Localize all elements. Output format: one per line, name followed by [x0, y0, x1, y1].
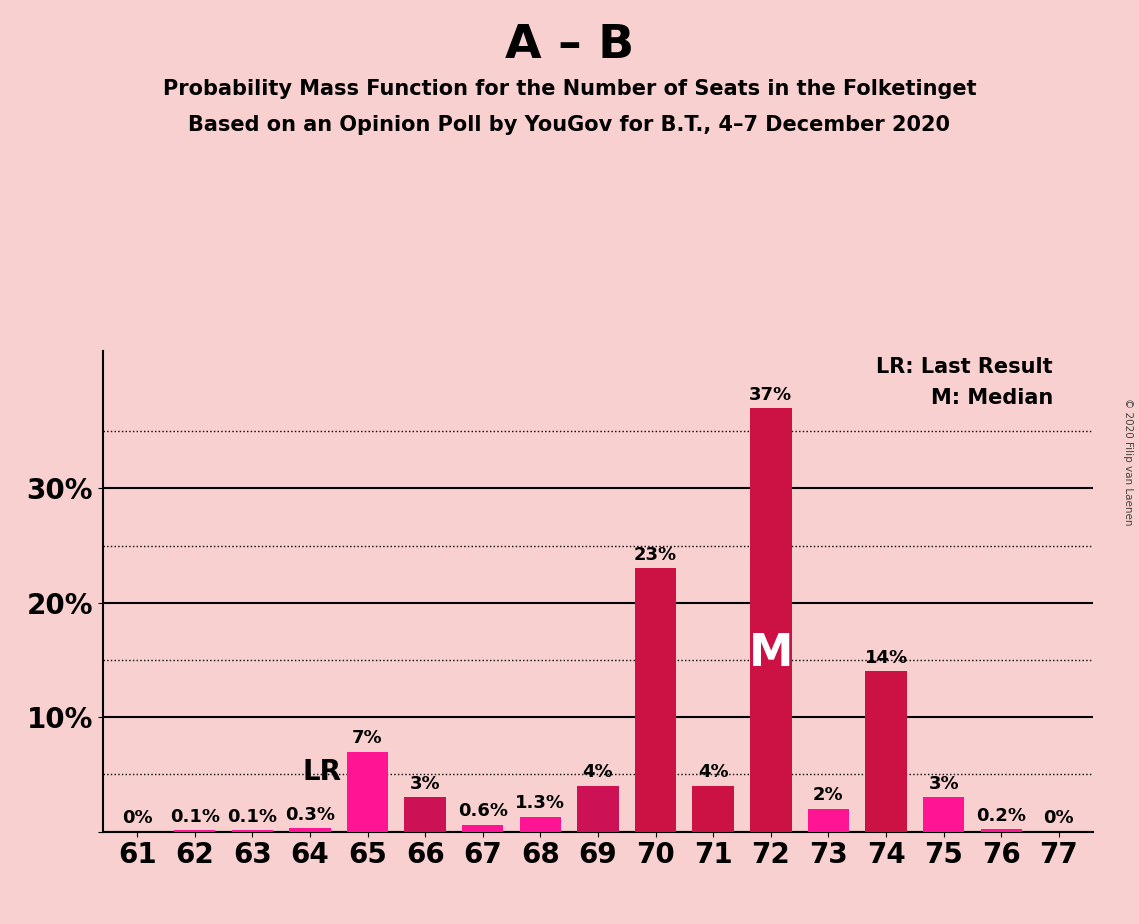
Text: Probability Mass Function for the Number of Seats in the Folketinget: Probability Mass Function for the Number… — [163, 79, 976, 99]
Text: 0.1%: 0.1% — [228, 808, 277, 826]
Bar — [693, 785, 734, 832]
Text: 0%: 0% — [1043, 809, 1074, 827]
Text: 0.6%: 0.6% — [458, 802, 508, 821]
Text: 0.2%: 0.2% — [976, 807, 1026, 825]
Text: 0.3%: 0.3% — [285, 806, 335, 823]
Bar — [808, 808, 850, 832]
Bar — [981, 830, 1022, 832]
Bar — [519, 817, 562, 832]
Bar — [634, 568, 677, 832]
Text: LR: LR — [303, 758, 342, 786]
Bar — [231, 831, 273, 832]
Text: 0.1%: 0.1% — [170, 808, 220, 826]
Text: 0%: 0% — [122, 809, 153, 827]
Text: 2%: 2% — [813, 786, 844, 804]
Text: Based on an Opinion Poll by YouGov for B.T., 4–7 December 2020: Based on an Opinion Poll by YouGov for B… — [188, 115, 951, 135]
Text: 14%: 14% — [865, 649, 908, 667]
Bar — [346, 751, 388, 832]
Text: 23%: 23% — [634, 546, 678, 564]
Bar — [462, 825, 503, 832]
Text: 37%: 37% — [749, 385, 793, 404]
Bar — [577, 785, 618, 832]
Text: 3%: 3% — [410, 774, 441, 793]
Bar — [289, 828, 330, 832]
Text: 7%: 7% — [352, 729, 383, 747]
Bar — [174, 831, 215, 832]
Bar — [866, 672, 907, 832]
Bar — [923, 797, 965, 832]
Text: A – B: A – B — [505, 23, 634, 68]
Text: 3%: 3% — [928, 774, 959, 793]
Text: LR: Last Result: LR: Last Result — [877, 357, 1054, 377]
Text: 4%: 4% — [583, 763, 613, 782]
Bar — [404, 797, 445, 832]
Bar — [751, 408, 792, 832]
Text: 1.3%: 1.3% — [515, 794, 565, 812]
Text: 4%: 4% — [698, 763, 729, 782]
Text: © 2020 Filip van Laenen: © 2020 Filip van Laenen — [1123, 398, 1133, 526]
Text: M: Median: M: Median — [931, 388, 1054, 407]
Text: M: M — [748, 632, 793, 675]
